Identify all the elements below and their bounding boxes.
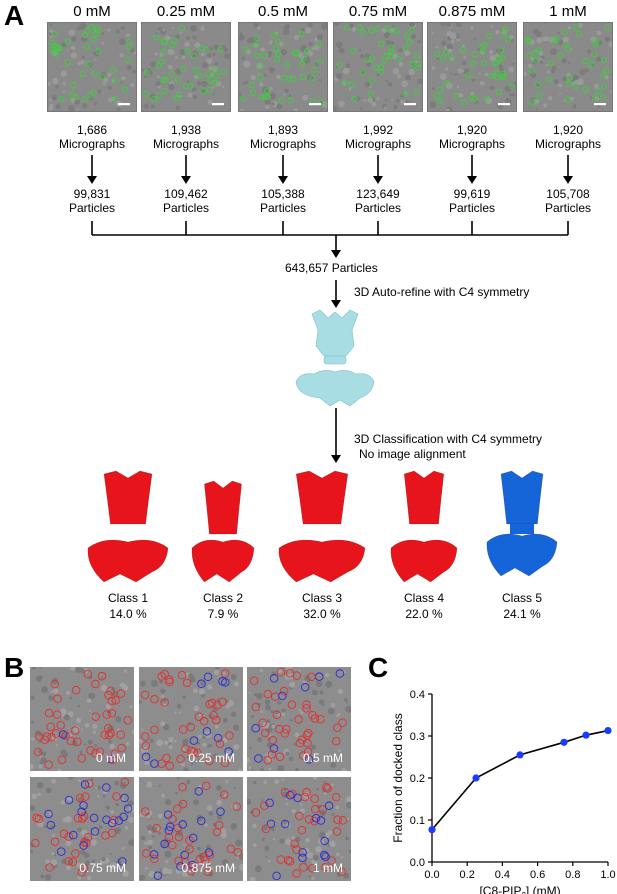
micrograph-concentration-label: 0.75 mM bbox=[79, 861, 126, 875]
down-arrow-icon bbox=[278, 155, 288, 184]
x-tick-label: 0.6 bbox=[530, 869, 545, 881]
panel-c-letter: C bbox=[368, 652, 389, 683]
micrograph-count: 1,938 Micrographs bbox=[152, 123, 220, 151]
micrograph-concentration-label: 0.25 mM bbox=[188, 751, 235, 765]
down-arrow-icon bbox=[181, 155, 191, 184]
data-point bbox=[516, 751, 524, 759]
classified-micrograph: 0.875 mM bbox=[139, 777, 243, 881]
concentration-label: 1 mM bbox=[549, 3, 587, 20]
class-label: Class 3 32.0 % bbox=[287, 590, 357, 622]
data-point bbox=[582, 731, 590, 739]
down-arrow-icon bbox=[467, 155, 477, 184]
x-tick-label: 0.2 bbox=[460, 869, 475, 881]
class-label: Class 2 7.9 % bbox=[188, 590, 258, 622]
classified-micrograph: 0.75 mM bbox=[30, 777, 134, 881]
micrograph-count: 1,686 Micrographs bbox=[58, 123, 126, 151]
class-name: Class 1 bbox=[107, 591, 148, 605]
x-tick-label: 0.0 bbox=[424, 869, 439, 881]
micrograph-thumbnail bbox=[238, 22, 328, 112]
panel-c-chart: 0.0 0.1 0.2 0.3 0.4 0.0 0.2 0.4 0.6 0.8 1.0 Fractio… bbox=[391, 689, 616, 894]
classified-micrograph: 0.5 mM bbox=[247, 667, 351, 771]
classified-micrograph: 0 mM bbox=[30, 667, 134, 771]
y-tick-label: 0.4 bbox=[410, 689, 425, 701]
x-axis-label: [C8-PIP2] (mM) bbox=[479, 884, 560, 894]
data-point bbox=[604, 726, 612, 735]
particle-count: 109,462 Particles bbox=[162, 187, 209, 215]
micrograph-count: 1,893 Micrographs bbox=[249, 123, 317, 151]
class-percentage: 14.0 % bbox=[109, 607, 147, 621]
consensus-map bbox=[295, 309, 375, 407]
step-no-alignment: No image alignment bbox=[359, 447, 466, 461]
class-name: Class 3 bbox=[301, 591, 342, 605]
arrow-to-refine-icon bbox=[331, 300, 341, 308]
class-percentage: 7.9 % bbox=[207, 607, 239, 621]
y-tick-label: 0.3 bbox=[410, 731, 425, 743]
concentration-label: 0.25 mM bbox=[156, 3, 216, 20]
micrograph-thumbnail bbox=[47, 22, 137, 112]
class-name: Class 2 bbox=[202, 591, 243, 605]
classified-micrograph: 1 mM bbox=[247, 777, 351, 881]
step-classification: 3D Classification with C4 symmetry bbox=[354, 432, 543, 446]
class-percentage: 22.0 % bbox=[405, 607, 443, 621]
particle-count: 105,388 Particles bbox=[259, 187, 306, 215]
data-point bbox=[472, 774, 480, 782]
particle-count: 123,649 Particles bbox=[354, 187, 401, 215]
class-map bbox=[486, 470, 558, 577]
arrow-to-total-icon bbox=[331, 250, 341, 258]
x-tick-label: 0.8 bbox=[565, 869, 580, 881]
micrograph-thumbnail bbox=[523, 22, 613, 112]
class-percentage: 32.0 % bbox=[303, 607, 341, 621]
concentration-label: 0 mM bbox=[73, 3, 111, 20]
down-arrow-icon bbox=[563, 155, 573, 184]
class-map bbox=[191, 480, 255, 583]
y-tick-label: 0.2 bbox=[410, 773, 425, 785]
particle-count: 105,708 Particles bbox=[544, 187, 591, 215]
axes: 0.0 0.1 0.2 0.3 0.4 0.0 0.2 0.4 0.6 0.8 1.0 bbox=[410, 689, 616, 881]
particle-count: 99,619 Particles bbox=[448, 187, 495, 215]
micrograph-concentration-label: 0.5 mM bbox=[302, 751, 343, 765]
panel-a-letter: A bbox=[4, 0, 25, 31]
micrograph-concentration-label: 0 mM bbox=[96, 751, 126, 765]
micrograph-count: 1,920 Micrographs bbox=[438, 123, 506, 151]
class-map bbox=[87, 470, 169, 583]
down-arrow-icon bbox=[373, 155, 383, 184]
x-tick-label: 1.0 bbox=[600, 869, 615, 881]
micrograph-concentration-label: 0.875 mM bbox=[181, 861, 235, 875]
class-label: Class 5 24.1 % bbox=[487, 590, 557, 622]
micrograph-count: 1,920 Micrographs bbox=[534, 123, 602, 151]
micrograph-thumbnail bbox=[427, 22, 517, 112]
series-line bbox=[431, 729, 609, 831]
down-arrow-icon bbox=[87, 155, 97, 184]
data-point bbox=[560, 738, 568, 746]
class-label: Class 1 14.0 % bbox=[93, 590, 163, 622]
concentration-label: 0.5 mM bbox=[257, 3, 308, 20]
panel-b-letter: B bbox=[4, 652, 25, 683]
y-axis-label: Fraction of docked class bbox=[391, 713, 405, 842]
class-map bbox=[278, 470, 366, 583]
class-name: Class 4 bbox=[403, 591, 444, 605]
y-tick-label: 0.1 bbox=[410, 815, 425, 827]
y-tick-label: 0.0 bbox=[410, 857, 425, 869]
class-label: Class 4 22.0 % bbox=[389, 590, 459, 622]
micrograph-thumbnail bbox=[141, 22, 231, 112]
concentration-label: 0.875 mM bbox=[438, 3, 506, 20]
classified-micrograph: 0.25 mM bbox=[139, 667, 243, 771]
micrograph-concentration-label: 1 mM bbox=[313, 861, 343, 875]
arrow-to-classes-icon bbox=[331, 455, 341, 463]
class-name: Class 5 bbox=[501, 591, 542, 605]
step-auto-refine: 3D Auto-refine with C4 symmetry bbox=[354, 285, 530, 299]
data-point bbox=[428, 826, 436, 834]
class-map bbox=[390, 470, 458, 583]
concentration-label: 0.75 mM bbox=[348, 3, 408, 20]
micrograph-thumbnail bbox=[333, 22, 423, 112]
x-tick-label: 0.4 bbox=[495, 869, 510, 881]
particle-count: 99,831 Particles bbox=[68, 187, 115, 215]
class-percentage: 24.1 % bbox=[503, 607, 541, 621]
total-particles: 643,657 Particles bbox=[285, 261, 378, 275]
micrograph-count: 1,992 Micrographs bbox=[344, 123, 412, 151]
